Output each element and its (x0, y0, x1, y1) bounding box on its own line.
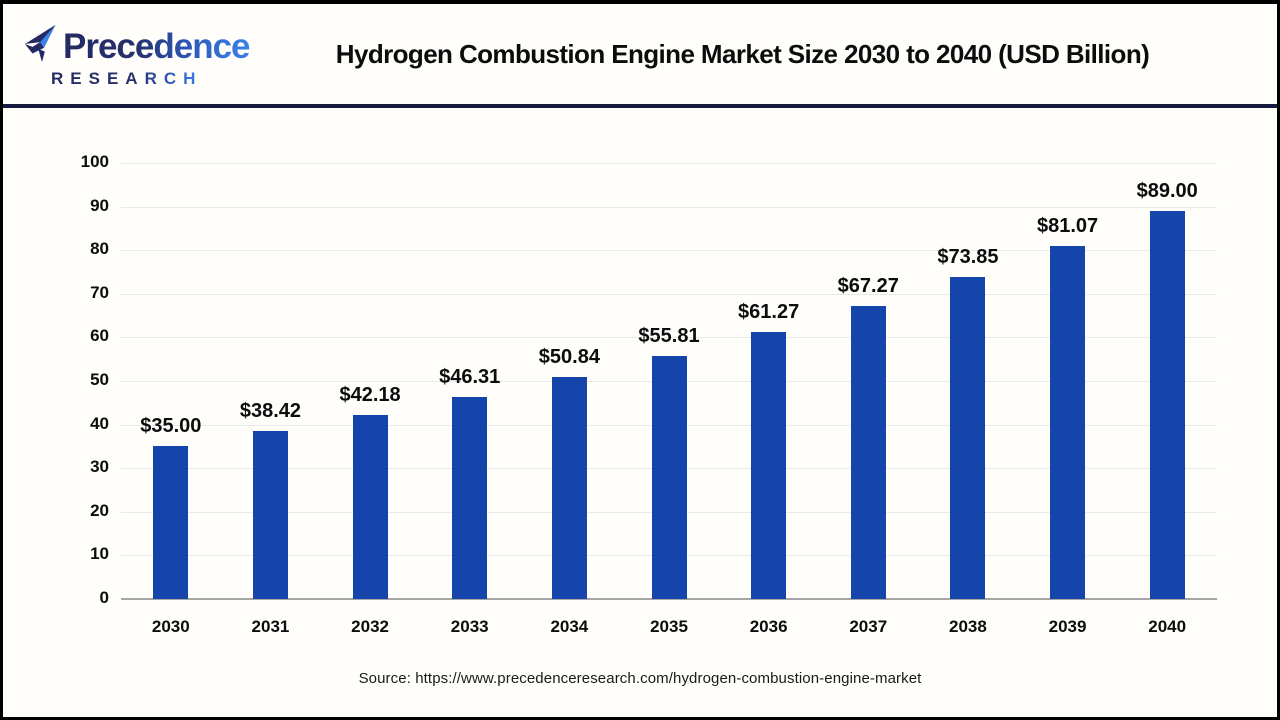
x-tick-label-2039: 2039 (1048, 617, 1087, 636)
x-tick-label-2034: 2034 (550, 617, 589, 636)
y-tick-label: 90 (90, 195, 109, 215)
x-tick-label-2032: 2032 (351, 617, 389, 636)
x-tick-label-2030: 2030 (151, 617, 190, 636)
bar-chart: 0 10 20 30 40 50 60 70 80 90 100 $35.00 2030 $38.42 20… (3, 108, 1277, 664)
bar-2033 (452, 397, 488, 599)
value-label-2039: $81.07 (1036, 214, 1099, 237)
bar-2034 (551, 377, 587, 599)
source-text: Source: https://www.precedenceresearch.c… (358, 670, 922, 687)
header-divider (3, 104, 1277, 108)
y-tick-label: 40 (90, 413, 109, 433)
gridline (121, 163, 1217, 164)
x-tick-label-2038: 2038 (948, 617, 987, 636)
y-tick-label: 60 (90, 326, 109, 346)
gridline (121, 206, 1217, 208)
value-label-2033: $46.31 (439, 366, 501, 389)
y-tick-label: 80 (90, 239, 109, 259)
paper-plane-icon (24, 25, 56, 63)
bar-2035 (651, 355, 687, 599)
bar-2030 (153, 446, 189, 599)
brand-logo: Precedence RESEARCH (23, 21, 251, 88)
y-tick-label: 20 (90, 500, 109, 520)
gridline (121, 293, 1217, 295)
brand-subtitle: RESEARCH (51, 69, 203, 88)
value-label-2032: $42.18 (339, 384, 401, 407)
value-label-2035: $55.81 (638, 324, 700, 347)
y-tick-label: 70 (90, 282, 109, 302)
y-tick-label: 0 (99, 588, 109, 607)
value-label-2040: $89.00 (1136, 179, 1198, 202)
y-tick-label: 10 (90, 544, 109, 564)
gridline (121, 337, 1217, 339)
bar-2036 (751, 331, 787, 599)
x-tick-label-2035: 2035 (650, 617, 688, 636)
bar-2039 (1050, 245, 1086, 599)
y-tick-label: 30 (90, 457, 109, 477)
x-tick-label-2031: 2031 (251, 617, 290, 636)
y-tick-label: 50 (90, 370, 109, 389)
brand-name: Precedence (63, 27, 251, 66)
value-label-2037: $67.27 (837, 274, 899, 297)
bar-2032 (352, 415, 388, 599)
value-label-2034: $50.84 (538, 346, 600, 369)
value-label-2038: $73.85 (937, 246, 999, 268)
x-tick-label-2037: 2037 (849, 617, 888, 636)
header: Precedence RESEARCH Hydrogen Combustion … (3, 4, 1277, 104)
bar-2038 (950, 277, 986, 599)
bar-2037 (850, 305, 886, 599)
value-label-2030: $35.00 (140, 415, 202, 438)
value-label-2031: $38.42 (239, 400, 302, 423)
value-label-2036: $61.27 (738, 300, 800, 323)
page-title: Hydrogen Combustion Engine Market Size 2… (335, 38, 1150, 69)
x-tick-label-2036: 2036 (749, 617, 788, 636)
bar-2040 (1149, 210, 1185, 599)
x-axis-line (121, 598, 1217, 600)
x-tick-label-2040: 2040 (1148, 617, 1187, 636)
y-tick-label: 100 (80, 152, 109, 171)
gridline (121, 250, 1217, 252)
bar-2031 (252, 431, 288, 599)
x-tick-label-2033: 2033 (450, 617, 489, 636)
